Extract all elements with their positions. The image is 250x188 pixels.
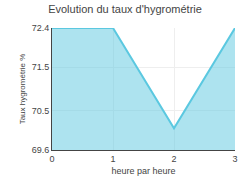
svg-text:69.6: 69.6 — [32, 145, 50, 155]
svg-text:0: 0 — [49, 154, 54, 164]
svg-text:70.5: 70.5 — [32, 106, 50, 116]
svg-text:72.4: 72.4 — [32, 23, 50, 33]
svg-text:3: 3 — [232, 154, 237, 164]
svg-text:1: 1 — [110, 154, 115, 164]
svg-text:heure par heure: heure par heure — [111, 166, 175, 176]
svg-text:71.5: 71.5 — [32, 62, 50, 72]
svg-text:2: 2 — [171, 154, 176, 164]
svg-text:Evolution du taux d'hygrométri: Evolution du taux d'hygrométrie — [48, 3, 202, 15]
svg-text:Taux hygrométrie %: Taux hygrométrie % — [18, 54, 27, 125]
